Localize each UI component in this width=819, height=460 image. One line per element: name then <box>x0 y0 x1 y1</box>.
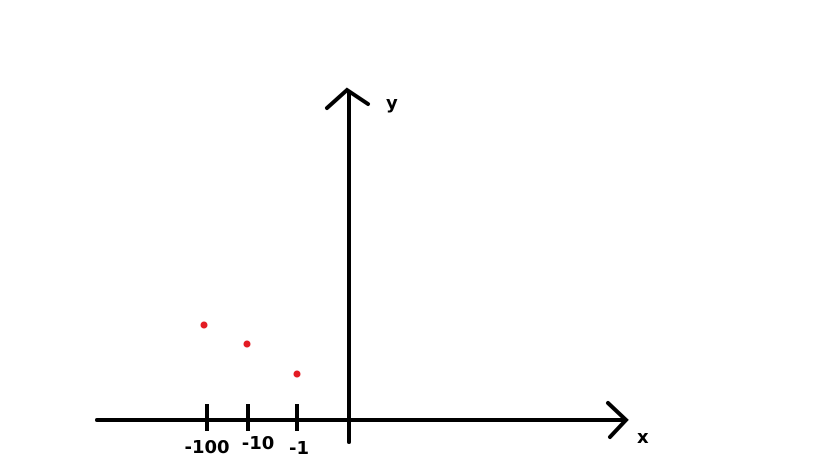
x-axis-arrowhead <box>606 401 629 439</box>
x-axis-label: x <box>637 427 649 448</box>
data-point-1 <box>200 321 208 329</box>
data-points <box>200 321 301 378</box>
x-tick-label-1: -1 <box>289 438 309 459</box>
y-axis-label: y <box>386 93 398 114</box>
x-tick-label-100: -100 <box>184 437 229 458</box>
x-tick-label-10: -10 <box>242 433 275 454</box>
y-axis-arrowhead <box>325 87 370 110</box>
data-point-3 <box>293 370 301 378</box>
data-point-2 <box>243 340 251 348</box>
